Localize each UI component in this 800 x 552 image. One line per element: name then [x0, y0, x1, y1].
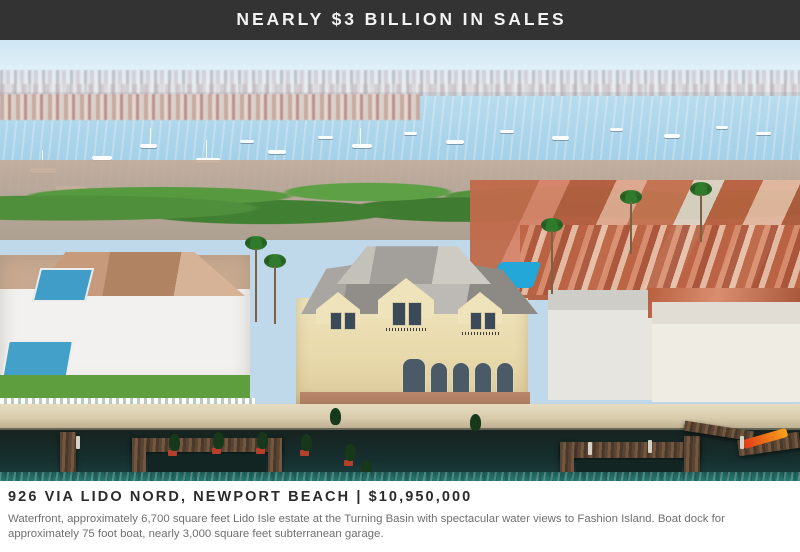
topiary-tree	[470, 414, 481, 431]
mansion-arch	[402, 358, 426, 394]
palm-tree	[540, 218, 564, 294]
palm-trunk	[274, 266, 276, 324]
topiary-tree	[345, 444, 356, 461]
property-photo	[0, 40, 800, 481]
left-upper-pool	[31, 268, 95, 302]
planter-pot	[300, 450, 309, 456]
boat	[716, 126, 728, 129]
planter-pot	[168, 450, 177, 456]
palm-crown	[690, 182, 712, 196]
mansion-window	[484, 312, 496, 330]
palm-crown	[264, 254, 286, 268]
dock-piling	[648, 440, 652, 453]
listing-title: 926 VIA LIDO NORD, NEWPORT BEACH | $10,9…	[8, 489, 473, 505]
planter-pot	[256, 448, 265, 454]
water-vegetation	[0, 480, 120, 481]
palm-tree	[244, 236, 268, 322]
sailboat-mast	[42, 150, 43, 168]
boat-dock	[60, 432, 76, 481]
planter-pot	[212, 448, 221, 454]
mansion-arch	[452, 362, 470, 394]
topiary-tree	[169, 434, 180, 451]
topiary-tree	[330, 408, 341, 425]
boat	[352, 144, 372, 148]
palm-trunk	[630, 202, 632, 254]
boat-dock	[684, 436, 700, 481]
right-neighbor-house-far	[652, 302, 800, 402]
headline-text: NEARLY $3 BILLION IN SALES	[236, 9, 567, 30]
mansion-balcony	[462, 332, 500, 335]
mansion-arch	[474, 362, 492, 394]
headline-banner: NEARLY $3 BILLION IN SALES	[0, 0, 800, 40]
mansion-balcony	[386, 328, 428, 331]
dock-piling	[76, 436, 80, 449]
palm-crown	[620, 190, 642, 204]
palm-trunk	[255, 248, 257, 322]
listing-description: Waterfront, approximately 6,700 square f…	[8, 513, 725, 540]
water-ripples	[0, 472, 800, 481]
boat	[610, 128, 623, 131]
palm-crown	[541, 218, 563, 232]
far-shore-town	[0, 94, 420, 120]
palm-crown	[245, 236, 267, 250]
seawall	[0, 404, 800, 430]
palm-trunk	[700, 194, 702, 242]
sailboat-mast	[206, 140, 207, 158]
boat	[404, 132, 417, 135]
boat-dock	[132, 438, 146, 481]
listing-caption: 926 VIA LIDO NORD, NEWPORT BEACH | $10,9…	[0, 481, 800, 552]
palm-tree	[620, 190, 642, 254]
boat	[664, 134, 680, 138]
right-neighbor-house	[548, 290, 658, 400]
boat	[92, 156, 112, 160]
boat	[318, 136, 333, 139]
palm-tree	[264, 254, 286, 324]
topiary-tree	[257, 432, 268, 449]
boat-dock	[560, 442, 700, 458]
mansion-window	[344, 312, 356, 330]
boat	[268, 150, 286, 154]
right-neighborhood-roofs-lower	[520, 225, 800, 295]
boat	[500, 130, 514, 133]
boat	[446, 140, 464, 144]
sky	[0, 40, 800, 92]
boat	[240, 140, 254, 143]
mansion-window	[470, 312, 482, 330]
sailboat-mast	[360, 128, 361, 144]
mansion-arch	[496, 362, 514, 394]
foreground-water	[0, 472, 800, 481]
planter-pot	[344, 460, 353, 466]
mansion-window	[408, 302, 422, 326]
boat	[552, 136, 569, 140]
dock-piling	[588, 442, 592, 455]
palm-tree	[690, 182, 712, 242]
topiary-tree	[301, 434, 312, 451]
topiary-tree	[361, 460, 372, 477]
topiary-tree	[213, 432, 224, 449]
boat-dock	[268, 438, 282, 481]
palm-trunk	[551, 230, 553, 294]
mansion-window	[330, 312, 342, 330]
boat	[140, 144, 157, 148]
sailboat-mast	[150, 128, 151, 144]
mansion-arch	[430, 362, 448, 394]
boat	[756, 132, 771, 135]
mansion-window	[392, 302, 406, 326]
dock-piling	[740, 436, 744, 449]
boat-dock	[560, 442, 574, 481]
